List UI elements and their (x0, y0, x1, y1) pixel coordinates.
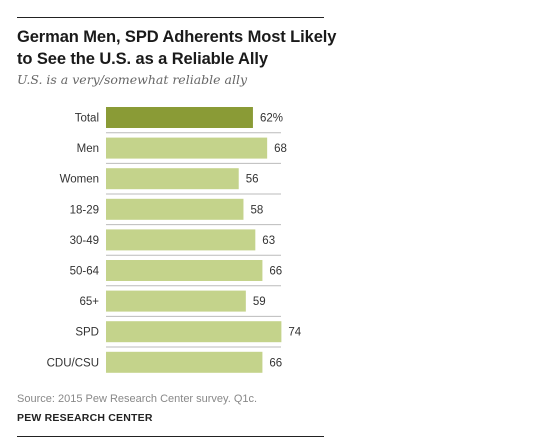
category-label: 65+ (79, 296, 99, 308)
category-label: Women (60, 174, 99, 186)
bar (106, 229, 256, 251)
chart-subtitle: U.S. is a very/somewhat reliable ally (17, 72, 248, 87)
category-label: 50-64 (70, 266, 100, 278)
value-label: 59 (253, 296, 266, 308)
value-label: 66 (269, 266, 282, 278)
category-label: 18-29 (70, 204, 99, 216)
bar-chart: Total 62% Men 68 Women 56 18-29 58 30-49 63 50-64 6… (47, 107, 302, 373)
category-label: 30-49 (70, 235, 99, 247)
value-label: 63 (262, 235, 275, 247)
bottom-rule (17, 436, 324, 437)
value-label: 62% (260, 113, 283, 125)
top-rule (17, 17, 324, 18)
category-label: SPD (75, 327, 99, 339)
value-label: 66 (269, 357, 282, 369)
bar (106, 168, 239, 190)
category-label: Total (75, 113, 99, 125)
value-label: 58 (250, 204, 263, 216)
source-note: Source: 2015 Pew Research Center survey.… (17, 393, 258, 405)
category-label: CDU/CSU (47, 357, 99, 369)
category-label: Men (77, 143, 99, 155)
bar (106, 290, 246, 312)
bar (106, 198, 244, 220)
bar (106, 351, 263, 373)
value-label: 74 (288, 327, 301, 339)
value-label: 56 (246, 174, 259, 186)
chart-title: German Men, SPD Adherents Most Likely to… (17, 28, 337, 68)
bar (106, 137, 268, 159)
organization-name: PEW RESEARCH CENTER (17, 412, 153, 424)
bar (106, 107, 253, 128)
value-label: 68 (274, 143, 287, 155)
bar (106, 260, 263, 281)
bar (106, 321, 282, 343)
